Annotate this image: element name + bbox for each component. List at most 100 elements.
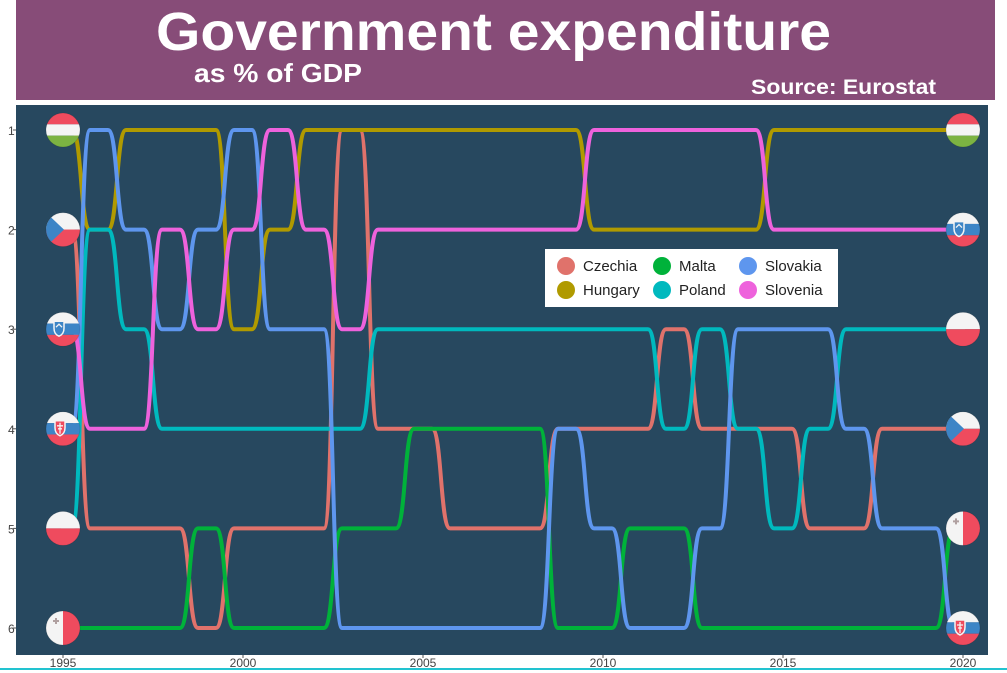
legend-label: Malta xyxy=(679,257,716,275)
data-point-poland xyxy=(709,327,713,331)
data-point-malta xyxy=(205,526,209,530)
data-point-slovenia xyxy=(241,228,245,232)
x-tick-label: 2015 xyxy=(770,656,797,670)
data-point-czechia xyxy=(889,427,893,431)
data-point-poland xyxy=(385,327,389,331)
legend-label: Slovakia xyxy=(765,257,822,275)
data-point-malta xyxy=(133,626,137,630)
data-point-poland xyxy=(205,427,209,431)
data-point-slovenia xyxy=(457,228,461,232)
y-tick-label: 1 xyxy=(8,124,15,138)
data-point-poland xyxy=(673,427,677,431)
data-point-hungary xyxy=(385,128,389,132)
data-point-malta xyxy=(853,626,857,630)
data-point-malta xyxy=(313,626,317,630)
legend-swatch-icon xyxy=(653,257,671,275)
y-tick-label: 5 xyxy=(8,522,15,536)
data-point-malta xyxy=(493,427,497,431)
flag-czechia-icon xyxy=(946,411,980,446)
data-point-slovenia xyxy=(889,228,893,232)
data-point-czechia xyxy=(709,427,713,431)
data-point-slovenia xyxy=(529,228,533,232)
data-point-hungary xyxy=(313,128,317,132)
data-point-czechia xyxy=(637,427,641,431)
flag-poland-icon xyxy=(46,511,80,546)
flag-slovenia-icon xyxy=(946,212,980,247)
x-tick-label: 2020 xyxy=(950,656,977,670)
flag-hungary-icon xyxy=(946,113,980,147)
data-point-slovenia xyxy=(385,228,389,232)
data-point-slovakia xyxy=(529,626,533,630)
data-point-hungary xyxy=(457,128,461,132)
data-point-slovenia xyxy=(601,128,605,132)
flag-poland-icon xyxy=(946,312,980,347)
data-point-slovakia xyxy=(241,128,245,132)
plot-panel xyxy=(16,105,988,655)
flag-malta-icon xyxy=(46,611,80,645)
data-point-malta xyxy=(601,626,605,630)
y-axis: 1 2 3 4 5 6 xyxy=(8,124,16,636)
data-point-slovenia xyxy=(925,228,929,232)
data-point-malta xyxy=(421,427,425,431)
x-tick-label: 2005 xyxy=(410,656,437,670)
data-point-czechia xyxy=(853,526,857,530)
series-lines xyxy=(61,128,965,630)
data-point-slovakia xyxy=(205,228,209,232)
legend-label: Czechia xyxy=(583,257,638,275)
data-point-czechia xyxy=(529,526,533,530)
source-label: Source: Eurostat xyxy=(751,76,936,99)
data-point-slovakia xyxy=(637,626,641,630)
data-point-malta xyxy=(385,526,389,530)
data-point-slovenia xyxy=(745,128,749,132)
data-point-slovakia xyxy=(97,128,101,132)
header-banner: Government expenditure as % of GDP Sourc… xyxy=(16,0,995,100)
data-point-malta xyxy=(745,626,749,630)
legend-label: Slovenia xyxy=(765,281,823,299)
data-point-hungary xyxy=(277,228,281,232)
data-point-slovakia xyxy=(925,526,929,530)
legend-item-poland: Poland xyxy=(653,278,739,302)
data-point-hungary xyxy=(349,128,353,132)
data-point-czechia xyxy=(673,327,677,331)
data-point-poland xyxy=(637,327,641,331)
data-point-hungary xyxy=(889,128,893,132)
data-point-slovenia xyxy=(853,228,857,232)
flag-slovenia-icon xyxy=(46,312,80,347)
data-point-slovakia xyxy=(277,327,281,331)
data-point-malta xyxy=(925,626,929,630)
data-point-malta xyxy=(529,427,533,431)
data-point-slovakia xyxy=(889,526,893,530)
data-point-slovakia xyxy=(853,427,857,431)
data-point-hungary xyxy=(205,128,209,132)
data-point-poland xyxy=(133,327,137,331)
data-point-poland xyxy=(169,427,173,431)
legend-item-malta: Malta xyxy=(653,254,739,278)
data-point-czechia xyxy=(781,427,785,431)
data-point-slovakia xyxy=(421,626,425,630)
data-point-slovenia xyxy=(781,228,785,232)
data-point-slovakia xyxy=(457,626,461,630)
data-point-malta xyxy=(637,526,641,530)
legend-label: Hungary xyxy=(583,281,640,299)
x-tick-label: 1995 xyxy=(50,656,77,670)
data-point-slovakia xyxy=(349,626,353,630)
data-point-hungary xyxy=(709,228,713,232)
data-point-slovakia xyxy=(133,228,137,232)
data-point-poland xyxy=(817,427,821,431)
bottom-rule xyxy=(0,668,1007,670)
data-point-slovenia xyxy=(97,427,101,431)
legend-item-slovenia: Slovenia xyxy=(739,278,839,302)
data-point-czechia xyxy=(817,526,821,530)
data-point-hungary xyxy=(169,128,173,132)
data-point-poland xyxy=(925,327,929,331)
legend-item-hungary: Hungary xyxy=(557,278,653,302)
data-point-slovenia xyxy=(313,228,317,232)
data-point-czechia xyxy=(169,526,173,530)
data-point-malta xyxy=(565,626,569,630)
data-point-slovakia xyxy=(565,427,569,431)
data-point-slovenia xyxy=(169,228,173,232)
data-point-czechia xyxy=(313,526,317,530)
x-tick-label: 2010 xyxy=(590,656,617,670)
series-line-poland xyxy=(61,227,965,531)
y-tick-label: 2 xyxy=(8,224,15,238)
